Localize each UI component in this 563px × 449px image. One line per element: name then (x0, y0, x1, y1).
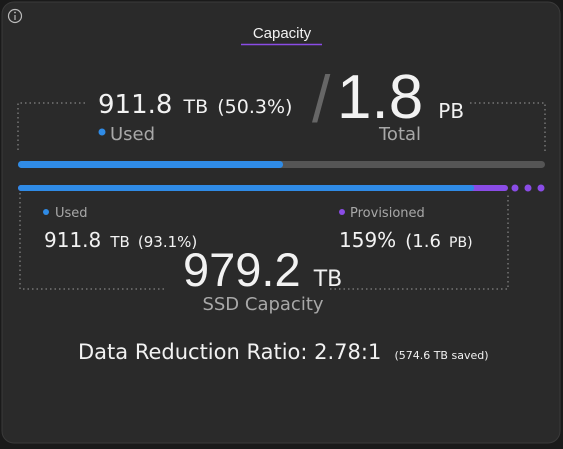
total: 1.8 PB (337, 63, 464, 132)
ssd-capacity-unit: TB (313, 267, 343, 292)
ssd-capacity-label: SSD Capacity (202, 294, 323, 315)
ssd-capacity-value: 979.2 (183, 243, 301, 296)
total-unit: PB (438, 99, 464, 123)
used-unit: TB (183, 96, 209, 118)
ssd-used-percent: (93.1%) (138, 233, 197, 251)
used-bar (18, 161, 284, 168)
data-reduction-saved: (574.6 TB saved) (394, 349, 488, 362)
ssd-used: 911.8 TB (93.1%) (44, 228, 197, 252)
used-bar (18, 185, 475, 191)
ssd-used-value: 911.8 (44, 228, 101, 252)
legend-dot (339, 209, 345, 215)
provisioned: 159% (1.6 PB) (339, 228, 473, 252)
provisioned-unit: PB) (449, 235, 473, 251)
total-value: 1.8 (337, 63, 423, 132)
separator: / (312, 62, 331, 136)
used-total: 911.8 TB (50.3%) (98, 90, 292, 120)
provisioned-value: 159% (339, 228, 396, 252)
legend-dot (98, 128, 106, 136)
ssd-used-label: Used (55, 206, 88, 221)
data-reduction: Data Reduction Ratio: 2.78:1 (574.6 TB s… (78, 340, 489, 364)
frame (19, 193, 509, 290)
legend-dot (43, 209, 49, 215)
used-value: 911.8 (98, 90, 172, 120)
provisioned-detail: (1.6 (405, 231, 441, 252)
data-reduction-ratio: Data Reduction Ratio: 2.78:1 (78, 340, 381, 364)
overflow-dot (537, 184, 545, 192)
overflow-dot (511, 184, 519, 192)
info-icon[interactable] (7, 8, 23, 24)
provisioned-label: Provisioned (350, 206, 425, 221)
overflow-dot (524, 184, 532, 192)
total-label: Total (378, 124, 421, 145)
ssd-capacity: 979.2 TB (183, 243, 342, 296)
frame (17, 102, 546, 152)
used-percent: (50.3%) (217, 96, 292, 118)
title: Capacity (253, 25, 312, 42)
ssd-used-unit: TB (109, 233, 129, 251)
used-label: Used (110, 124, 155, 145)
